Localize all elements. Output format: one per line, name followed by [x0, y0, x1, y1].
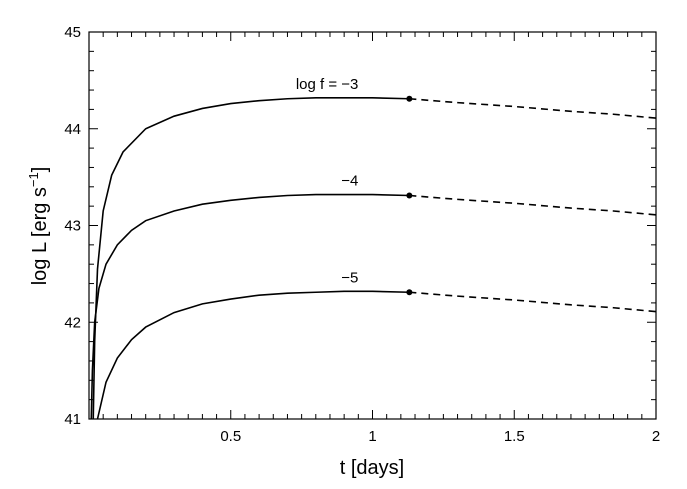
series-2-annotation: −5: [341, 269, 358, 286]
series-0-dashed-line: [409, 97, 657, 119]
series-0-solid-line: [92, 96, 410, 420]
axis-ticks: [89, 32, 656, 419]
x-tick-label: 0.5: [220, 428, 241, 445]
series-1-annotation: −4: [341, 173, 358, 190]
series-curves: [90, 95, 657, 420]
series-annotations: log f = −3 −4 −5: [296, 76, 359, 287]
series-1-dashed-line: [409, 194, 657, 216]
series-2-end-point: [406, 289, 413, 296]
y-tick-label: 44: [64, 121, 81, 138]
x-axis-label: t [days]: [340, 457, 404, 479]
series-2-dashed-line: [409, 291, 657, 313]
series-1-end-point: [406, 192, 413, 199]
y-axis-label: log L [erg s−1]: [26, 167, 51, 286]
x-tick-label: 2: [652, 428, 660, 445]
x-tick-label: 1: [368, 428, 376, 445]
series-0-end-point: [406, 95, 413, 102]
y-tick-label: 41: [64, 411, 81, 428]
y-tick-label: 43: [64, 218, 81, 235]
series-0-annotation: log f = −3: [296, 76, 359, 93]
x-tick-label: 1.5: [504, 428, 525, 445]
y-tick-label: 45: [64, 24, 81, 41]
series-2-solid-line: [96, 290, 410, 420]
series-1-solid-line: [90, 193, 410, 420]
plot-frame: [88, 31, 657, 420]
axis-tick-labels: 0.5 1 1.5 2 41 42 43 44 45: [64, 24, 660, 445]
y-tick-label: 42: [64, 314, 81, 331]
